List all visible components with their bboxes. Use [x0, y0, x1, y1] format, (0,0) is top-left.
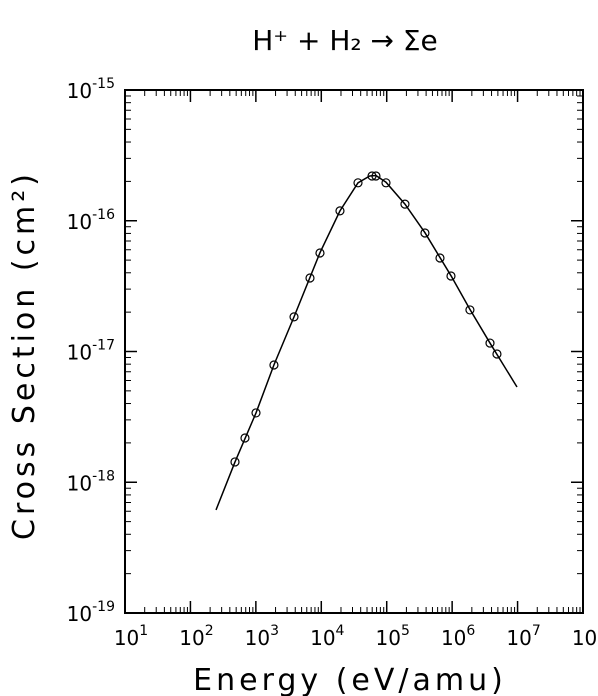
- tick-label-exponent: 5: [401, 623, 410, 639]
- data-point: [269, 360, 279, 370]
- data-point: [381, 178, 391, 188]
- tick-label-exponent: -16: [92, 207, 115, 223]
- tick-label: 107: [506, 623, 540, 650]
- tick-label-exponent: 7: [532, 623, 541, 639]
- tick-label-base: 10: [506, 626, 531, 650]
- tick-label-base: 10: [441, 626, 466, 650]
- data-point: [251, 408, 261, 418]
- tick-label-base: 10: [67, 210, 92, 234]
- data-point: [315, 248, 325, 258]
- tick-label: 108: [572, 623, 598, 650]
- tick-label-exponent: 4: [336, 623, 345, 639]
- tick-label-base: 10: [179, 626, 204, 650]
- data-point: [353, 178, 363, 188]
- data-point: [305, 273, 315, 283]
- data-point: [492, 349, 502, 359]
- tick-label: 10-15: [67, 76, 115, 103]
- data-point: [240, 433, 250, 443]
- tick-label-base: 10: [310, 626, 335, 650]
- fit-line: [215, 174, 518, 511]
- tick-label: 10-18: [67, 468, 115, 495]
- tick-label: 10-19: [67, 599, 115, 626]
- tick-label-base: 10: [67, 341, 92, 365]
- tick-label-exponent: 6: [466, 623, 475, 639]
- tick-label-exponent: 2: [205, 623, 214, 639]
- plot-frame: [124, 89, 584, 614]
- tick-label-exponent: 1: [139, 623, 148, 639]
- tick-label-exponent: -19: [92, 599, 115, 615]
- tick-label-base: 10: [67, 79, 92, 103]
- tick-label-base: 10: [67, 471, 92, 495]
- tick-label-exponent: -17: [92, 338, 115, 354]
- data-point: [367, 171, 377, 181]
- tick-label-exponent: 3: [270, 623, 279, 639]
- x-axis-label: Energy (eV/amu): [193, 663, 507, 696]
- tick-label-base: 10: [114, 626, 139, 650]
- tick-label: 106: [441, 623, 475, 650]
- data-point: [230, 457, 240, 467]
- data-point: [420, 228, 430, 238]
- data-point: [465, 305, 475, 315]
- data-point: [400, 199, 410, 209]
- tick-label-base: 10: [245, 626, 270, 650]
- data-point: [435, 253, 445, 263]
- tick-label: 103: [245, 623, 279, 650]
- tick-label: 102: [179, 623, 213, 650]
- data-point: [446, 271, 456, 281]
- tick-label: 101: [114, 623, 148, 650]
- tick-label: 10-16: [67, 207, 115, 234]
- data-point: [289, 312, 299, 322]
- tick-label: 10-17: [67, 338, 115, 365]
- tick-label-base: 10: [67, 602, 92, 626]
- tick-label-base: 10: [376, 626, 401, 650]
- chart-title: H⁺ + H₂ → Σe: [252, 24, 438, 57]
- y-axis-label: Cross Section (cm²): [7, 170, 42, 540]
- data-point: [371, 171, 381, 181]
- tick-label-exponent: -18: [92, 468, 115, 484]
- tick-label-exponent: -15: [92, 76, 115, 92]
- tick-label-base: 10: [572, 626, 597, 650]
- data-point: [485, 338, 495, 348]
- tick-label: 105: [376, 623, 410, 650]
- data-point: [335, 206, 345, 216]
- tick-label: 104: [310, 623, 344, 650]
